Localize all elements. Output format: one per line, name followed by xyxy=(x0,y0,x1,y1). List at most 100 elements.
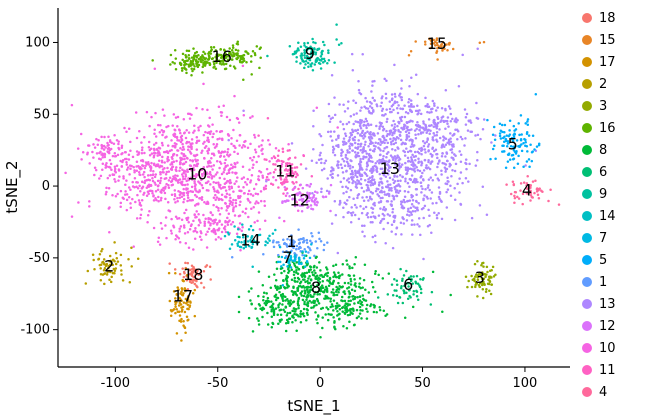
x-tick-label: -100 xyxy=(101,376,131,391)
cluster-label-14: 14 xyxy=(240,231,260,250)
legend-label: 1 xyxy=(599,274,608,290)
legend-dot xyxy=(582,189,592,199)
legend-item-13: 13 xyxy=(582,296,646,312)
legend-dot xyxy=(582,233,592,243)
legend-dot xyxy=(582,167,592,177)
cluster-label-9: 9 xyxy=(305,44,315,63)
legend-item-2: 2 xyxy=(582,76,646,92)
cluster-16-points xyxy=(151,40,262,81)
cluster-3-points xyxy=(464,259,497,300)
cluster-5-points xyxy=(486,92,541,170)
legend-item-4: 4 xyxy=(582,384,646,400)
legend-dot xyxy=(582,277,592,287)
cluster-6-points xyxy=(376,267,434,306)
legend-label: 4 xyxy=(599,384,608,400)
legend-label: 14 xyxy=(599,208,616,224)
y-tick-label: -50 xyxy=(29,251,50,266)
cluster-label-12: 12 xyxy=(290,190,310,209)
cluster-label-11: 11 xyxy=(275,162,295,181)
cluster-label-5: 5 xyxy=(508,134,518,153)
legend-item-9: 9 xyxy=(582,186,646,202)
legend-label: 6 xyxy=(599,164,608,180)
cluster-label-2: 2 xyxy=(104,257,114,276)
plot-area: -100 -50 0 50 100 -100 -50 0 50 100 10 13 8 16 9 15 5 4 11… xyxy=(3,8,570,415)
legend-item-6: 6 xyxy=(582,164,646,180)
cluster-label-16: 16 xyxy=(212,47,232,66)
legend-label: 7 xyxy=(599,230,608,246)
legend-dot xyxy=(582,35,592,45)
y-axis-title: tSNE_2 xyxy=(3,160,21,214)
cluster-2-points xyxy=(84,241,140,286)
cluster-4-points xyxy=(505,175,561,206)
cluster-label-3: 3 xyxy=(475,268,485,287)
legend-item-12: 12 xyxy=(582,318,646,334)
x-axis-title: tSNE_1 xyxy=(287,397,341,415)
legend-item-18: 18 xyxy=(582,10,646,26)
legend-label: 12 xyxy=(599,318,616,334)
legend-label: 5 xyxy=(599,252,608,268)
legend-item-11: 11 xyxy=(582,362,646,378)
legend-label: 13 xyxy=(599,296,616,312)
legend-dot xyxy=(582,343,592,353)
cluster-label-15: 15 xyxy=(427,34,447,53)
legend-item-5: 5 xyxy=(582,252,646,268)
legend-label: 16 xyxy=(599,120,616,136)
legend-dot xyxy=(582,321,592,331)
legend-dot xyxy=(582,101,592,111)
x-tick-label: 50 xyxy=(414,376,431,391)
cluster-13-points xyxy=(227,47,538,261)
y-tick-label: 100 xyxy=(25,35,50,50)
legend-dot xyxy=(582,211,592,221)
cluster-14-points xyxy=(223,223,277,269)
x-tick-label: 100 xyxy=(513,376,538,391)
legend-label: 8 xyxy=(599,142,608,158)
cluster-12-points xyxy=(278,182,333,219)
legend-item-10: 10 xyxy=(582,340,646,356)
x-tick-label: -50 xyxy=(207,376,228,391)
cluster-label-6: 6 xyxy=(403,275,413,294)
legend-dot xyxy=(582,299,592,309)
y-tick-label: 0 xyxy=(42,179,50,194)
legend-label: 3 xyxy=(599,98,608,114)
cluster-label-18: 18 xyxy=(183,265,203,284)
cluster-label-13: 13 xyxy=(380,159,400,178)
cluster-label-8: 8 xyxy=(311,278,321,297)
cluster-15-points xyxy=(407,37,486,61)
cluster-label-17: 17 xyxy=(173,287,193,306)
legend-item-1: 1 xyxy=(582,274,646,290)
cluster-label-10: 10 xyxy=(187,165,207,184)
legend-item-17: 17 xyxy=(582,54,646,70)
cluster-label-4: 4 xyxy=(522,180,532,199)
legend-dot xyxy=(582,387,592,397)
legend-dot xyxy=(582,57,592,67)
cluster-9-points xyxy=(266,23,343,72)
y-tick-label: -100 xyxy=(20,323,50,338)
x-tick-label: 0 xyxy=(316,376,324,391)
legend-label: 17 xyxy=(599,54,616,70)
y-tick-label: 50 xyxy=(33,107,50,122)
legend-dot xyxy=(582,79,592,89)
cluster-17-points xyxy=(167,267,197,342)
cluster-label-7: 7 xyxy=(282,248,292,267)
legend-label: 11 xyxy=(599,362,616,378)
legend-item-14: 14 xyxy=(582,208,646,224)
legend-item-15: 15 xyxy=(582,32,646,48)
legend-item-8: 8 xyxy=(582,142,646,158)
legend-dot xyxy=(582,145,592,155)
legend-item-3: 3 xyxy=(582,98,646,114)
cluster-10-points xyxy=(64,64,339,252)
legend-dot xyxy=(582,13,592,23)
legend-dot xyxy=(582,255,592,265)
legend-item-16: 16 xyxy=(582,120,646,136)
cluster-7-points xyxy=(276,243,313,287)
legend-label: 18 xyxy=(599,10,616,26)
axes: -100 -50 0 50 100 -100 -50 0 50 100 xyxy=(20,8,570,391)
legend-item-7: 7 xyxy=(582,230,646,246)
cluster-label-1: 1 xyxy=(286,232,296,251)
legend-dot xyxy=(582,365,592,375)
legend-label: 2 xyxy=(599,76,608,92)
legend-label: 9 xyxy=(599,186,608,202)
legend-label: 15 xyxy=(599,32,616,48)
